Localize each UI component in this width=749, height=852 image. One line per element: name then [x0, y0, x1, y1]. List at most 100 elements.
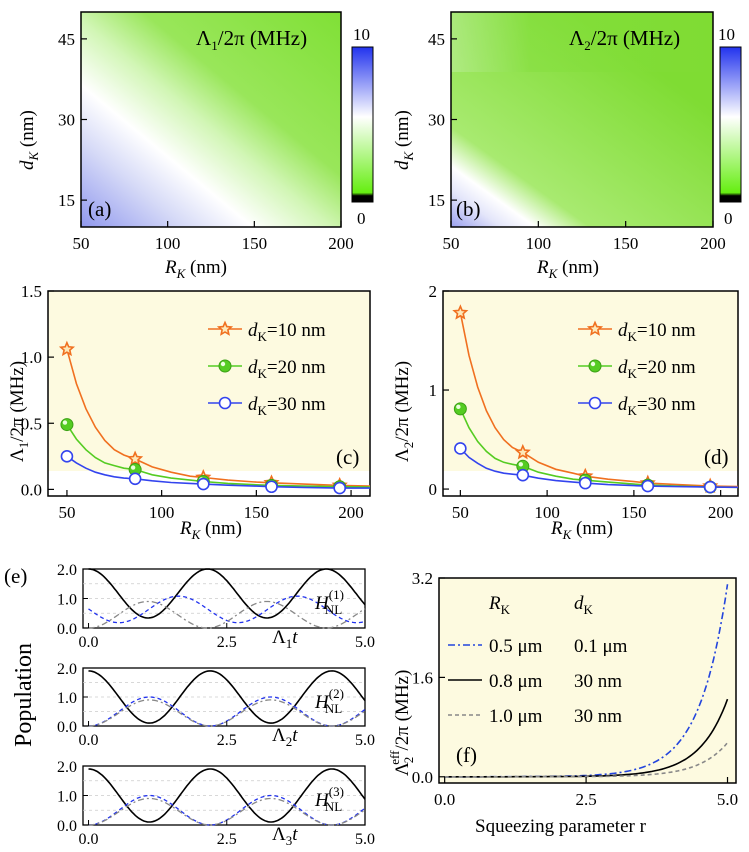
legend-label: dK=20 nm	[618, 357, 696, 381]
x-tick-label: 150	[244, 503, 270, 522]
colorbar-b-min: 0	[724, 209, 733, 228]
xlabel-d: RK (nm)	[550, 518, 613, 542]
data-point-circle	[60, 450, 74, 463]
y-tick-label: 0.0	[412, 768, 433, 787]
series-gray	[88, 797, 366, 826]
x-tick-label: 5.0	[355, 634, 375, 651]
data-point-circle	[516, 468, 530, 482]
data-point-circle	[197, 477, 210, 491]
ylabel-b: dK (nm)	[392, 110, 416, 170]
heatmap-b-top	[451, 12, 713, 72]
colorbar-a-min: 0	[357, 209, 366, 228]
data-point-ball	[453, 402, 467, 416]
y-tick-label: 45	[428, 30, 445, 49]
x-tick-label: 200	[338, 503, 364, 522]
data-point-ball	[60, 418, 74, 432]
x-tick-label: 100	[526, 234, 552, 253]
panel-label-b: (b)	[456, 197, 481, 221]
series-gray	[88, 600, 366, 629]
panel-label-d: (d)	[704, 445, 729, 469]
legend-dk: 30 nm	[574, 671, 622, 692]
data-point-circle	[454, 442, 467, 455]
data-point-circle	[128, 472, 142, 486]
legend-rk: 0.5 μm	[489, 636, 543, 657]
plot-f-marks: 0.0 2.5 5.0 0.0 1.6 3.2	[412, 569, 738, 809]
plot-c-frame	[47, 290, 371, 497]
data-point-ball	[218, 359, 232, 373]
data-point-circle	[218, 396, 232, 410]
plot-c-marks: 50 100 150 200 0.0 0.5 1.0 1.5	[21, 282, 371, 522]
y-tick-label: 2	[429, 282, 438, 301]
plot-d-frame	[442, 290, 739, 497]
heatmap-b-title: Λ2/2π (MHz)	[569, 26, 680, 53]
legend-header-rk: RK	[488, 593, 511, 617]
data-point-circle	[588, 396, 602, 410]
panel-label-a: (a)	[88, 197, 111, 221]
y-tick-label: 1.0	[21, 348, 42, 367]
ylabel-c: Λ1/2π (MHz)	[7, 361, 31, 462]
series-black	[88, 568, 366, 619]
series-line	[444, 742, 729, 778]
x-tick-label: 200	[700, 234, 726, 253]
x-tick-label: 100	[149, 503, 175, 522]
y-tick-label: 2.0	[57, 759, 77, 776]
colorbar-a	[351, 46, 374, 203]
x-tick-label: 5.0	[355, 831, 375, 848]
y-tick-label: 1.5	[21, 282, 42, 301]
data-point-circle	[578, 476, 592, 490]
xlabel-c: RK (nm)	[179, 518, 242, 542]
panel-label-c: (c)	[336, 445, 359, 469]
x-tick-label: 2.5	[575, 790, 596, 809]
legend-label: dK=30 nm	[248, 394, 326, 418]
x-tick-label: 5.0	[355, 732, 375, 749]
data-point-star	[586, 320, 604, 336]
plot-f-bg	[439, 578, 736, 783]
legend-label: dK=20 nm	[248, 357, 326, 381]
heatmap-a	[81, 12, 341, 227]
plot-d-marks: 50 100 150 200 0 1 2	[429, 282, 739, 522]
y-tick-label: 15	[58, 191, 75, 210]
y-tick-label: 1.0	[57, 592, 77, 609]
hamiltonian-label: H(3) NL	[314, 784, 344, 814]
x-tick-label: 2.5	[217, 634, 237, 651]
colorbar-b	[719, 46, 742, 203]
x-tick-label: 50	[452, 503, 469, 522]
series-black	[88, 768, 366, 823]
x-tick-label: 100	[534, 503, 560, 522]
ticks-b: 50 100 150 200 15 30 45	[428, 30, 726, 253]
legend-dk: 0.1 μm	[574, 636, 628, 657]
data-point-highlight	[130, 465, 136, 470]
data-point-highlight	[590, 361, 596, 367]
hamiltonian-label: H(1) NL	[314, 587, 344, 617]
legend-rk: 1.0 μm	[489, 706, 543, 727]
y-tick-label: 0.0	[57, 818, 77, 835]
legend-label: dK=30 nm	[618, 394, 696, 418]
ylabel-f: Λ2eff/2π (MHz)	[387, 670, 416, 776]
ylabel-e: Population	[11, 643, 37, 747]
y-tick-label: 15	[428, 191, 445, 210]
y-tick-label: 1	[429, 381, 438, 400]
y-tick-label: 45	[58, 30, 75, 49]
data-point-circle	[641, 479, 655, 493]
x-tick-label: 150	[242, 234, 268, 253]
data-point-star	[58, 340, 76, 357]
data-point-circle	[333, 481, 346, 495]
data-point-ball	[588, 359, 602, 373]
x-tick-label: 2.5	[217, 831, 237, 848]
xlabel-b: RK (nm)	[536, 257, 599, 281]
x-tick-label: 0.0	[434, 790, 455, 809]
legend-d: dK=10 nm dK=20 nm dK=30 nm	[578, 320, 696, 418]
x-tick-label: 50	[58, 503, 75, 522]
ylabel-d: Λ2/2π (MHz)	[392, 361, 416, 462]
x-tick-label: 0.0	[79, 831, 99, 848]
panel-label-f: (f)	[456, 743, 477, 767]
x-tick-label: 50	[73, 234, 90, 253]
plot-f-frame	[438, 577, 737, 784]
y-tick-label: 2.0	[57, 661, 77, 678]
x-tick-label: 0.0	[79, 634, 99, 651]
